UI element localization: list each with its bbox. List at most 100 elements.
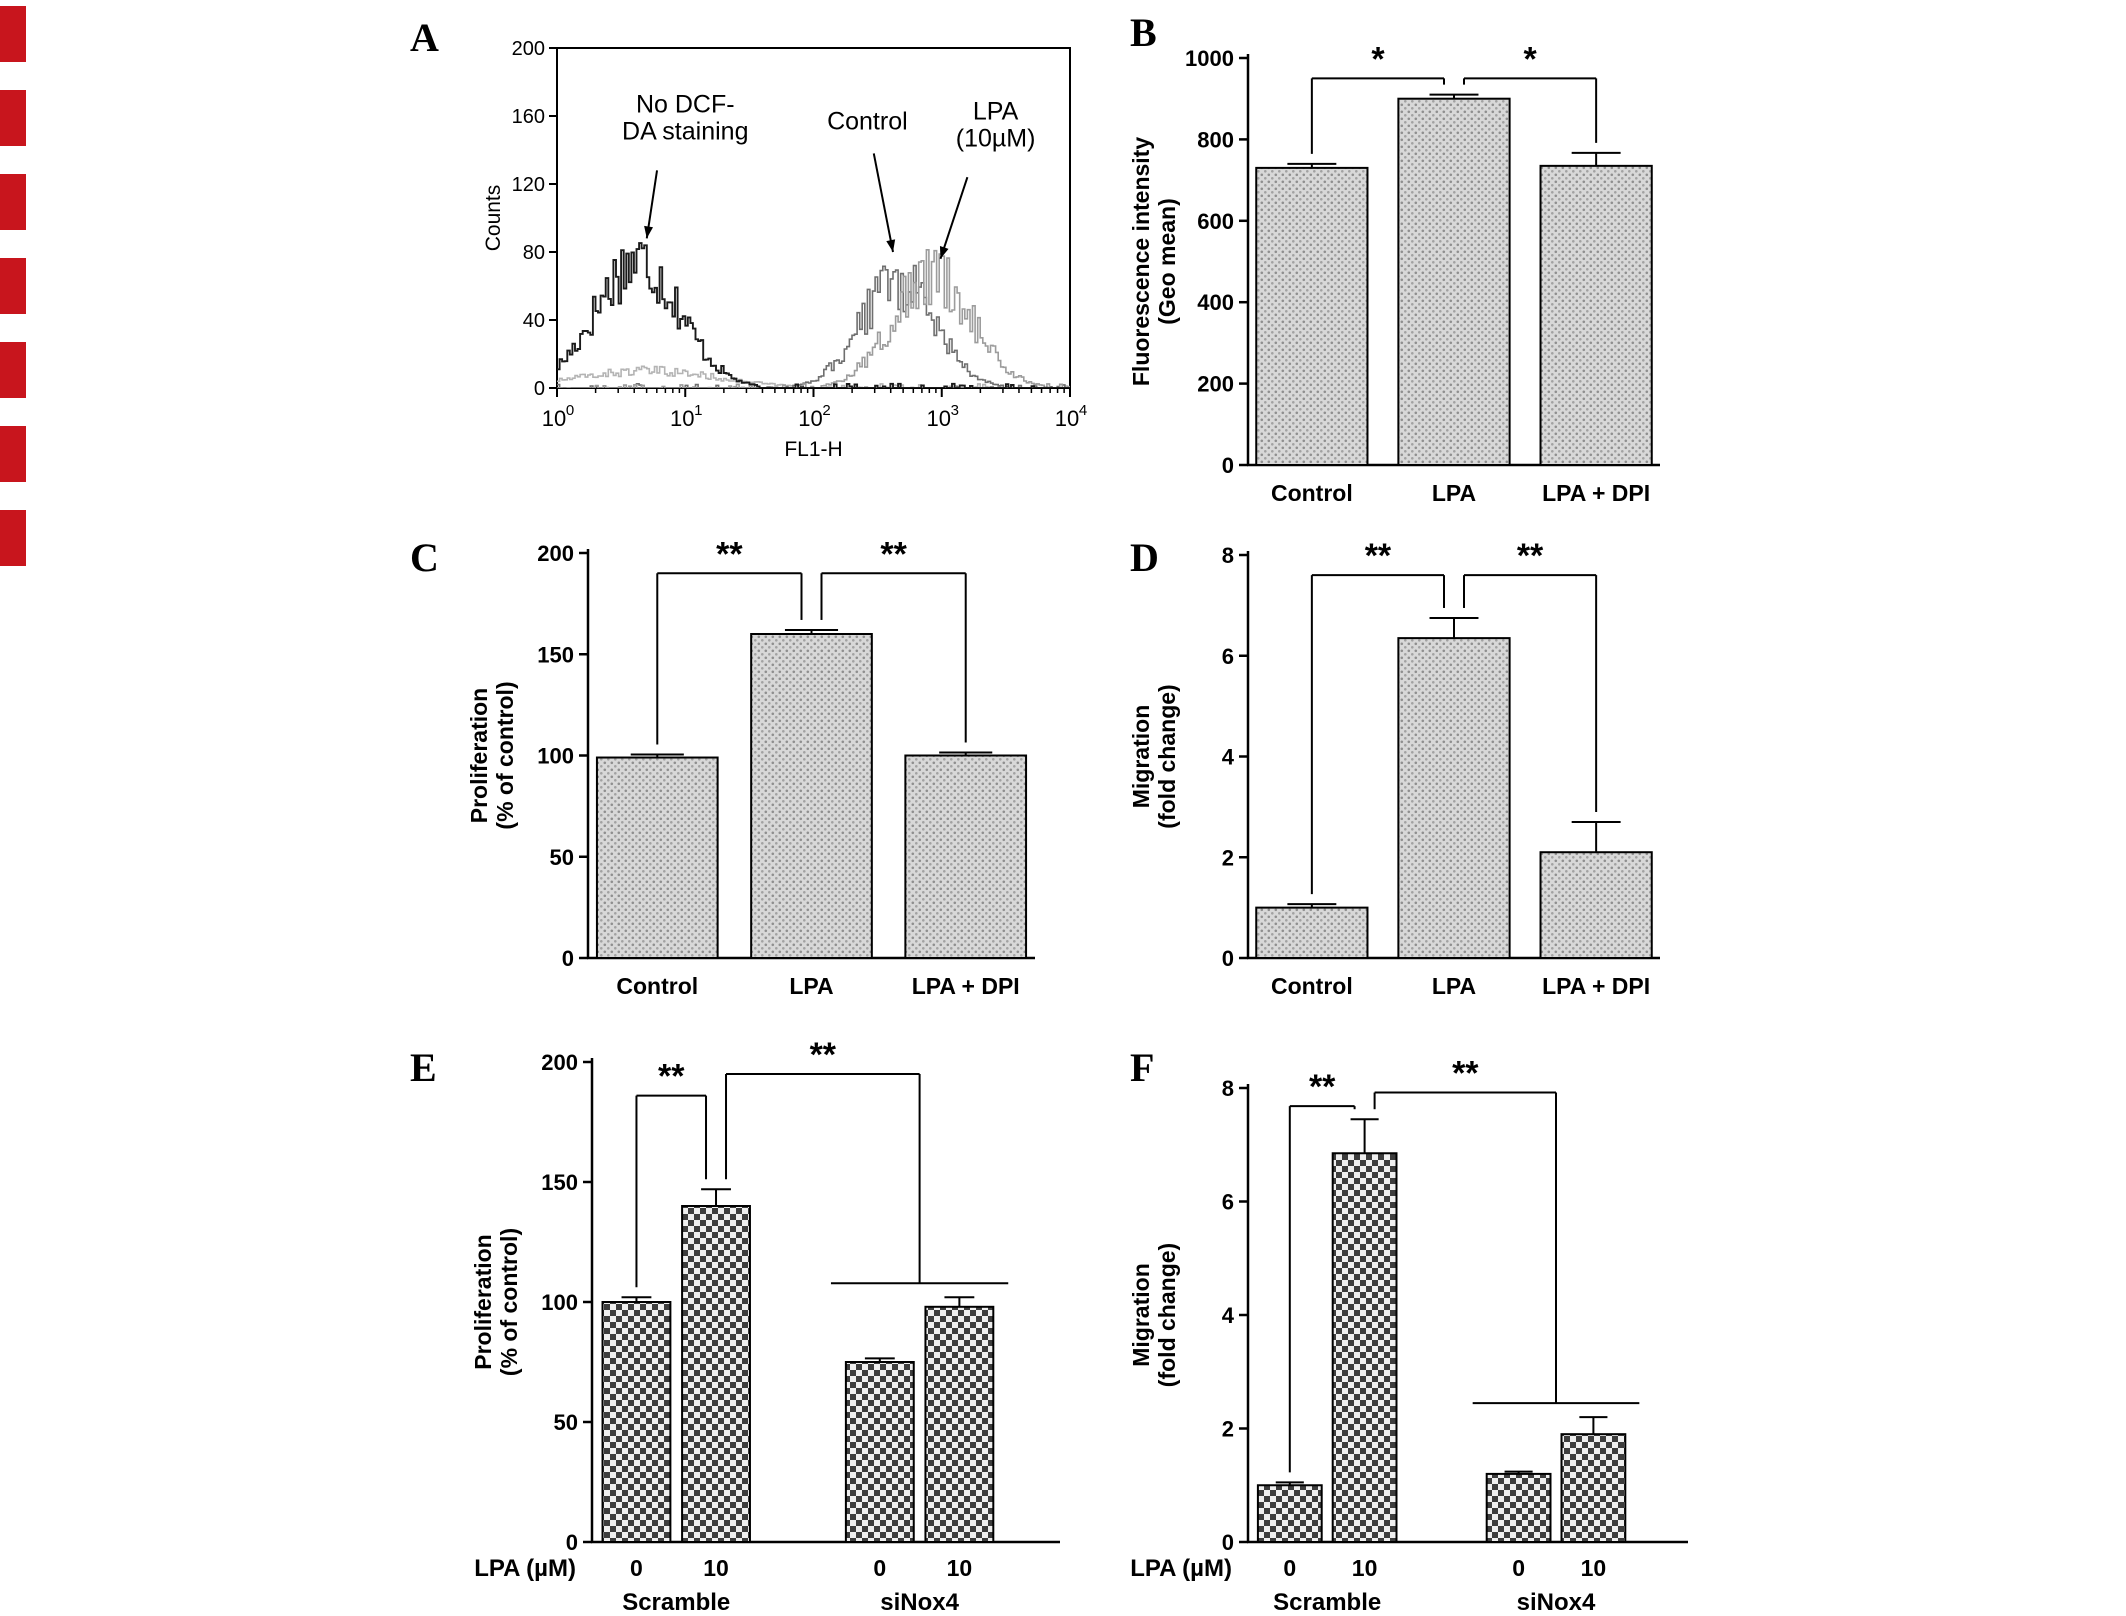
fluorescence-bar-chart: 0 200 400 600 800 1000 Fluorescence intensity(… — [1128, 40, 1660, 506]
panel-b-letter: B — [1130, 10, 1157, 55]
svg-text:Migration(fold change): Migration(fold change) — [1128, 684, 1180, 828]
svg-text:0: 0 — [1512, 1555, 1525, 1581]
panel-d-letter: D — [1130, 535, 1159, 580]
svg-text:40: 40 — [523, 310, 545, 332]
svg-text:FL1-H: FL1-H — [784, 438, 842, 461]
svg-text:10: 10 — [703, 1555, 729, 1581]
svg-text:0: 0 — [562, 946, 574, 971]
svg-text:200: 200 — [1197, 372, 1234, 397]
svg-text:10: 10 — [927, 406, 951, 431]
panel-f: F 0 2 4 6 8 Migration(fold change) 0 10 0 10 LPA (… — [1120, 1040, 1840, 1616]
svg-text:Fluorescence intensity(Geo mea: Fluorescence intensity(Geo mean) — [1128, 137, 1180, 386]
margin-mark — [0, 90, 26, 146]
panel-a: A 0 40 80 120 160 200 Counts 10 0 10 1 10 2 10 3 10 4 FL1… — [400, 10, 1120, 530]
svg-text:Migration(fold change): Migration(fold change) — [1128, 1243, 1180, 1387]
svg-text:200: 200 — [537, 541, 574, 566]
svg-text:LPA + DPI: LPA + DPI — [1542, 480, 1650, 506]
svg-text:4: 4 — [1222, 1303, 1235, 1328]
svg-text:0: 0 — [566, 1530, 578, 1555]
panel-d: D 0 2 4 6 8 Migration(fold change) Control LPA L… — [1120, 530, 1810, 1106]
svg-text:6: 6 — [1222, 1190, 1234, 1215]
margin-mark — [0, 342, 26, 398]
svg-text:LPA + DPI: LPA + DPI — [912, 973, 1020, 999]
svg-text:siNox4: siNox4 — [1517, 1589, 1596, 1616]
svg-text:Scramble: Scramble — [622, 1589, 730, 1616]
margin-mark — [0, 426, 26, 482]
svg-text:80: 80 — [523, 242, 545, 264]
svg-text:**: ** — [658, 1058, 685, 1096]
svg-text:Control: Control — [827, 108, 908, 136]
panel-c-letter: C — [410, 535, 439, 580]
margin-mark — [0, 510, 26, 566]
svg-text:**: ** — [1365, 537, 1392, 575]
svg-text:DA staining: DA staining — [622, 118, 748, 146]
svg-text:*: * — [1371, 40, 1385, 78]
svg-text:50: 50 — [550, 845, 574, 870]
svg-text:**: ** — [810, 1040, 837, 1074]
svg-text:**: ** — [1517, 537, 1544, 575]
svg-text:8: 8 — [1222, 543, 1234, 568]
svg-text:10: 10 — [670, 406, 694, 431]
panel-f-letter: F — [1130, 1045, 1155, 1090]
panel-b: B 0 200 400 600 800 1000 Fluorescence intensit… — [1120, 5, 1810, 565]
margin-mark — [0, 174, 26, 230]
svg-text:Counts: Counts — [482, 185, 505, 252]
svg-text:200: 200 — [541, 1050, 578, 1075]
svg-text:0: 0 — [1283, 1555, 1296, 1581]
svg-text:LPA: LPA — [1432, 973, 1476, 999]
svg-text:600: 600 — [1197, 209, 1234, 234]
svg-text:0: 0 — [873, 1555, 886, 1581]
svg-text:1000: 1000 — [1185, 46, 1234, 71]
svg-text:Proliferation(% of control): Proliferation(% of control) — [466, 681, 518, 829]
svg-text:10: 10 — [947, 1555, 973, 1581]
svg-text:0: 0 — [534, 378, 545, 400]
svg-text:4: 4 — [1079, 402, 1087, 419]
svg-text:120: 120 — [512, 174, 545, 196]
svg-text:**: ** — [716, 535, 743, 573]
svg-text:400: 400 — [1197, 290, 1234, 315]
proliferation-bar-chart: 0 50 100 150 200 Proliferation(% of control) C… — [466, 535, 1035, 999]
svg-text:**: ** — [1452, 1055, 1479, 1093]
svg-text:LPA (µM): LPA (µM) — [1130, 1555, 1232, 1582]
svg-text:LPA: LPA — [789, 973, 833, 999]
svg-text:Control: Control — [1271, 480, 1353, 506]
svg-text:0: 0 — [1222, 453, 1234, 478]
svg-text:No DCF-: No DCF- — [636, 91, 735, 119]
svg-text:4: 4 — [1222, 745, 1235, 770]
svg-text:10: 10 — [1055, 406, 1079, 431]
margin-mark — [0, 258, 26, 314]
svg-text:160: 160 — [512, 106, 545, 128]
svg-text:siNox4: siNox4 — [880, 1589, 959, 1616]
svg-text:Control: Control — [616, 973, 698, 999]
panel-a-letter: A — [410, 15, 439, 60]
svg-text:0: 0 — [1222, 1530, 1234, 1555]
svg-text:Scramble: Scramble — [1273, 1589, 1381, 1616]
svg-text:2: 2 — [1222, 1417, 1234, 1442]
svg-text:10: 10 — [542, 406, 566, 431]
svg-text:Proliferation(% of control): Proliferation(% of control) — [470, 1228, 522, 1376]
svg-text:2: 2 — [1222, 845, 1234, 870]
svg-text:150: 150 — [541, 1170, 578, 1195]
svg-text:200: 200 — [512, 38, 545, 60]
svg-text:*: * — [1523, 40, 1537, 78]
svg-text:LPA + DPI: LPA + DPI — [1542, 973, 1650, 999]
svg-text:1: 1 — [694, 402, 702, 419]
svg-text:**: ** — [880, 535, 907, 573]
svg-text:100: 100 — [537, 744, 574, 769]
svg-text:0: 0 — [1222, 946, 1234, 971]
panel-c: C 0 50 100 150 200 Proliferation(% of control… — [400, 530, 1120, 1106]
svg-text:10: 10 — [1352, 1555, 1378, 1581]
svg-text:10: 10 — [1581, 1555, 1607, 1581]
svg-text:800: 800 — [1197, 127, 1234, 152]
margin-mark — [0, 6, 26, 62]
svg-text:150: 150 — [537, 642, 574, 667]
margin-strip — [0, 0, 28, 1616]
svg-text:3: 3 — [951, 402, 959, 419]
svg-text:8: 8 — [1222, 1076, 1234, 1101]
panel-e: E 0 50 100 150 200 Proliferation(% of control… — [400, 1040, 1120, 1616]
svg-text:LPA: LPA — [973, 97, 1019, 125]
sinox4-migration-bar-chart: 0 2 4 6 8 Migration(fold change) 0 10 0 10 LPA (µM… — [1128, 1055, 1688, 1616]
svg-text:6: 6 — [1222, 644, 1234, 669]
